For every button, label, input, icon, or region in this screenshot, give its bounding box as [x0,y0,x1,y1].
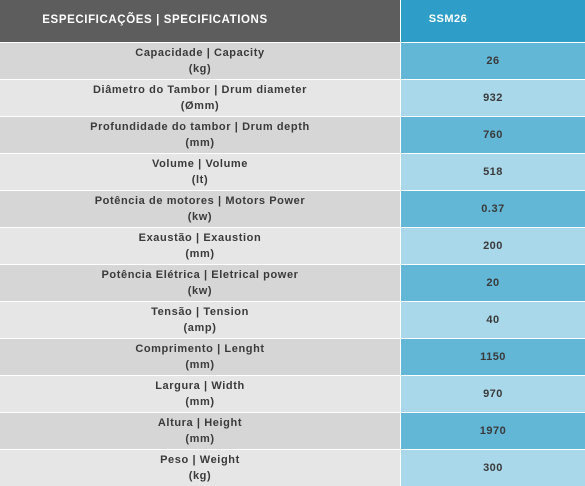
row-label-unit: (lt) [191,174,209,186]
row-value: 0.37 [481,203,505,215]
table-row: Potência de motores | Motors Power (kw) … [0,190,585,227]
row-value: 200 [483,240,503,252]
row-value-cell: 1970 [400,413,585,449]
row-label-line1: Altura | Height [157,417,243,429]
row-label-unit: (mm) [185,137,215,149]
row-value-cell: 20 [400,265,585,301]
row-value-cell: 26 [400,43,585,79]
row-value-cell: 1150 [400,339,585,375]
row-label-line1: Volume | Volume [151,158,249,170]
table-row: Potência Elétrica | Eletrical power (kw)… [0,264,585,301]
row-value: 20 [486,277,500,289]
row-label-unit: (kg) [188,63,212,75]
row-value-cell: 970 [400,376,585,412]
row-label-unit: (kw) [187,285,213,297]
row-label-unit: (Ømm) [180,100,220,112]
row-label-cell: Comprimento | Lenght (mm) [0,339,400,375]
row-value-cell: 40 [400,302,585,338]
table-row: Diâmetro do Tambor | Drum diameter (Ømm)… [0,79,585,116]
table-row: Volume | Volume (lt) 518 [0,153,585,190]
row-label-line1: Tensão | Tension [151,306,249,318]
row-label-line1: Potência Elétrica | Eletrical power [101,269,299,281]
row-value-cell: 200 [400,228,585,264]
header-spec-label: ESPECIFICAÇÕES | SPECIFICATIONS [42,14,268,26]
row-label-unit: (amp) [183,322,217,334]
row-value: 970 [483,388,503,400]
row-label-line1: Profundidade do tambor | Drum depth [90,121,310,133]
header-model-cell: SSM26 [400,0,585,42]
row-label-line1: Comprimento | Lenght [135,343,265,355]
table-row: Capacidade | Capacity (kg) 26 [0,42,585,79]
row-label-cell: Exaustão | Exaustion (mm) [0,228,400,264]
row-label-cell: Volume | Volume (lt) [0,154,400,190]
row-label-cell: Peso | Weight (kg) [0,450,400,486]
row-label-line1: Peso | Weight [160,454,240,466]
row-label-unit: (mm) [185,433,215,445]
table-row: Altura | Height (mm) 1970 [0,412,585,449]
row-value: 1150 [480,351,506,363]
row-value-cell: 932 [400,80,585,116]
row-value: 26 [486,55,500,67]
row-value: 518 [483,166,503,178]
table-row: Profundidade do tambor | Drum depth (mm)… [0,116,585,153]
row-value: 760 [483,129,503,141]
row-label-unit: (mm) [185,248,215,260]
row-label-line1: Potência de motores | Motors Power [94,195,306,207]
row-label-cell: Potência Elétrica | Eletrical power (kw) [0,265,400,301]
row-label-line1: Exaustão | Exaustion [138,232,262,244]
row-value: 40 [486,314,500,326]
row-label-cell: Largura | Width (mm) [0,376,400,412]
row-value: 300 [483,462,503,474]
row-label-cell: Tensão | Tension (amp) [0,302,400,338]
row-value-cell: 300 [400,450,585,486]
table-header-row: ESPECIFICAÇÕES | SPECIFICATIONS SSM26 [0,0,585,42]
row-label-unit: (kw) [187,211,213,223]
row-value-cell: 0.37 [400,191,585,227]
header-model-label: SSM26 [428,13,468,25]
row-label-line1: Diâmetro do Tambor | Drum diameter [93,84,307,96]
row-value: 932 [483,92,503,104]
table-row: Largura | Width (mm) 970 [0,375,585,412]
row-label-cell: Potência de motores | Motors Power (kw) [0,191,400,227]
row-value-cell: 518 [400,154,585,190]
row-label-cell: Profundidade do tambor | Drum depth (mm) [0,117,400,153]
table-row: Peso | Weight (kg) 300 [0,449,585,486]
header-spec-cell: ESPECIFICAÇÕES | SPECIFICATIONS [0,0,400,42]
row-value-cell: 760 [400,117,585,153]
row-label-unit: (mm) [185,359,215,371]
table-row: Exaustão | Exaustion (mm) 200 [0,227,585,264]
table-row: Tensão | Tension (amp) 40 [0,301,585,338]
row-label-line1: Largura | Width [155,380,245,392]
row-label-cell: Altura | Height (mm) [0,413,400,449]
row-label-line1: Capacidade | Capacity [135,47,265,59]
row-label-cell: Diâmetro do Tambor | Drum diameter (Ømm) [0,80,400,116]
row-value: 1970 [479,425,507,437]
row-label-unit: (kg) [188,470,212,482]
row-label-cell: Capacidade | Capacity (kg) [0,43,400,79]
table-row: Comprimento | Lenght (mm) 1150 [0,338,585,375]
row-label-unit: (mm) [185,396,215,408]
